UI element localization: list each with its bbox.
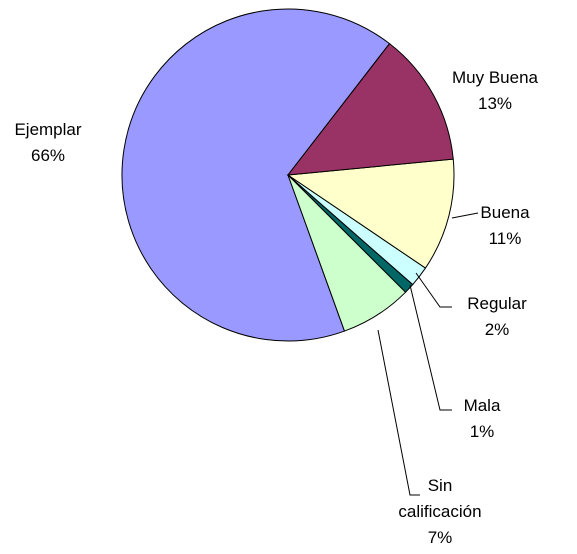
slice-label: Buena 11% xyxy=(455,200,555,252)
label-value: 2% xyxy=(484,320,510,339)
slice-label: Ejemplar 66% xyxy=(0,117,96,169)
label-value: 7% xyxy=(427,528,453,547)
slice-label: Sin calificación 7% xyxy=(380,473,500,551)
leader-line xyxy=(409,284,452,411)
leader-line xyxy=(451,212,479,219)
label-name: Ejemplar xyxy=(14,120,82,139)
leader-lines xyxy=(377,212,479,496)
slice-label: Mala 1% xyxy=(432,393,532,445)
pie-slice xyxy=(121,8,391,342)
label-name: Sin calificación xyxy=(398,476,482,521)
label-value: 66% xyxy=(30,146,66,165)
label-name: Mala xyxy=(463,396,501,415)
label-value: 13% xyxy=(477,94,513,113)
label-name: Buena xyxy=(480,203,530,222)
label-value: 11% xyxy=(488,229,522,248)
label-name: Regular xyxy=(467,294,527,313)
slice-label: Regular 2% xyxy=(447,291,547,343)
leader-line xyxy=(377,329,420,496)
pie-slice xyxy=(286,42,454,176)
label-value: 1% xyxy=(469,422,495,441)
leader-line xyxy=(415,272,452,308)
label-name: Muy Buena xyxy=(452,68,538,87)
pie-slice xyxy=(286,158,455,269)
slice-label: Muy Buena 13% xyxy=(440,65,550,117)
